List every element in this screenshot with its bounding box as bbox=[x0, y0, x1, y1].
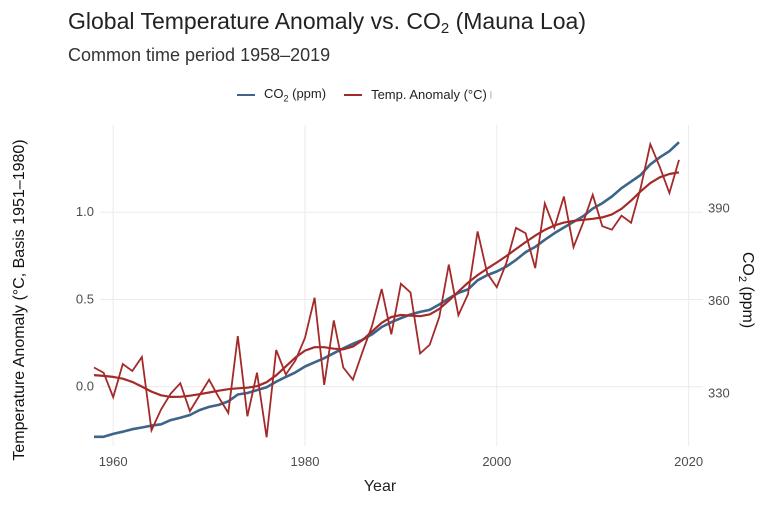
y-axis-right-ticks: 330 360 390 bbox=[708, 200, 730, 400]
temp-smoothed-line bbox=[93, 171, 680, 398]
co2-line bbox=[94, 141, 680, 439]
legend-key-temp bbox=[344, 93, 363, 96]
y-right-tick-label: 360 bbox=[708, 293, 730, 308]
legend-item-temp: Temp. Anomaly (°C) | bbox=[344, 87, 492, 102]
x-axis-ticks: 1960 1980 2000 2020 bbox=[99, 454, 703, 469]
x-tick-label: 1980 bbox=[291, 454, 320, 469]
legend-key-co2 bbox=[237, 93, 255, 96]
x-tick-label: 2020 bbox=[674, 454, 703, 469]
chart-title: Global Temperature Anomaly vs. CO2 (Maun… bbox=[68, 8, 586, 37]
x-tick-label: 2000 bbox=[482, 454, 511, 469]
y-axis-left-ticks: 0.0 0.5 1.0 bbox=[76, 204, 94, 393]
legend-label-temp: Temp. Anomaly (°C) bbox=[371, 87, 487, 103]
legend: CO2 (ppm) Temp. Anomaly (°C) | bbox=[237, 86, 510, 104]
y-left-tick-label: 0.0 bbox=[76, 379, 94, 394]
y-axis-right-label: CO2 (ppm) bbox=[735, 251, 757, 329]
x-axis-label: Year bbox=[363, 478, 397, 495]
title-tail: (Mauna Loa) bbox=[449, 8, 587, 34]
legend-artifact: | bbox=[489, 90, 492, 100]
series-layer bbox=[93, 141, 680, 439]
grid bbox=[100, 125, 703, 446]
y-right-tick-label: 330 bbox=[708, 386, 730, 401]
legend-label-co2: CO2 (ppm) bbox=[264, 86, 327, 104]
y-left-tick-label: 1.0 bbox=[76, 204, 94, 219]
y-right-tick-label: 390 bbox=[708, 200, 730, 215]
y-axis-left-label: Temperature Anomaly (°C, Basis 1951–1980… bbox=[11, 139, 28, 461]
temp-annual-line bbox=[93, 141, 680, 438]
y-left-tick-label: 0.5 bbox=[76, 291, 94, 306]
x-tick-label: 1960 bbox=[99, 454, 128, 469]
legend-item-co2: CO2 (ppm) bbox=[237, 86, 326, 104]
chart-subtitle: Common time period 1958–2019 bbox=[68, 45, 331, 65]
title-text: Global Temperature Anomaly vs. CO bbox=[68, 8, 441, 34]
title-subscript: 2 bbox=[440, 20, 450, 37]
